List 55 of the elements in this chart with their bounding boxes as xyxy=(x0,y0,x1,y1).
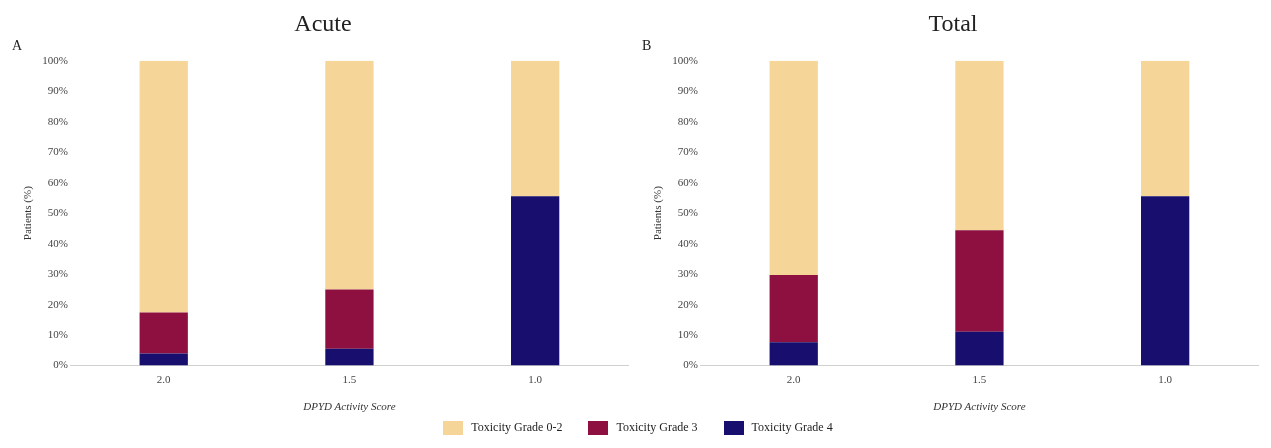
x-tick-label: 1.5 xyxy=(972,373,987,386)
y-tick-label: 90% xyxy=(47,84,68,97)
y-tick-label: 60% xyxy=(677,175,698,188)
legend-label: Toxicity Grade 4 xyxy=(751,420,833,435)
bar xyxy=(139,60,188,313)
text: A xyxy=(12,38,23,54)
x-tick-label: 2.0 xyxy=(156,373,172,386)
y-tick-label: 80% xyxy=(47,114,68,127)
y-tick-label: 100% xyxy=(42,53,68,66)
y-tick-label: 40% xyxy=(47,236,68,249)
x-axis-title: DPYD Activity Score xyxy=(932,400,1026,413)
bar xyxy=(769,60,818,276)
y-tick-label: 50% xyxy=(677,206,698,219)
y-tick-label: 10% xyxy=(677,328,698,341)
x-tick-label: 1.5 xyxy=(342,373,357,386)
x-axis-title: DPYD Activity Score xyxy=(302,400,396,413)
bar xyxy=(1141,196,1190,366)
bar xyxy=(325,348,374,366)
chart-title: Acute xyxy=(294,9,352,36)
y-tick-label: 40% xyxy=(677,236,698,249)
y-tick-label: 90% xyxy=(677,84,698,97)
bar xyxy=(769,342,818,366)
bar xyxy=(511,60,560,197)
bar xyxy=(955,331,1004,366)
y-tick-label: 30% xyxy=(677,267,698,280)
y-tick-label: 30% xyxy=(47,267,68,280)
legend-label: Toxicity Grade 0-2 xyxy=(471,420,563,435)
y-tick-label: 10% xyxy=(47,328,68,341)
chart-title: Total xyxy=(928,9,978,36)
y-tick-label: 70% xyxy=(47,145,68,158)
text: B xyxy=(642,38,652,54)
x-tick-label: 2.0 xyxy=(786,373,802,386)
y-tick-label: 60% xyxy=(47,175,68,188)
bar xyxy=(955,60,1004,231)
y-axis-title: Patients (%) xyxy=(21,185,35,241)
bar xyxy=(325,289,374,349)
y-tick-label: 50% xyxy=(47,206,68,219)
y-tick-label: 20% xyxy=(677,297,698,310)
x-tick-label: 1.0 xyxy=(1158,373,1173,386)
bar xyxy=(511,196,560,366)
y-tick-label: 70% xyxy=(677,145,698,158)
y-tick-label: 0% xyxy=(683,358,698,371)
y-tick-label: 20% xyxy=(47,297,68,310)
legend-label: Toxicity Grade 3 xyxy=(616,420,698,435)
bar xyxy=(325,60,374,290)
y-tick-label: 80% xyxy=(677,114,698,127)
y-axis-title: Patients (%) xyxy=(651,185,665,241)
x-tick-label: 1.0 xyxy=(528,373,543,386)
bar xyxy=(139,353,188,366)
bar xyxy=(1141,60,1190,197)
bar xyxy=(955,230,1004,332)
y-tick-label: 100% xyxy=(672,53,698,66)
bar xyxy=(139,312,188,354)
y-tick-label: 0% xyxy=(53,358,68,371)
bar xyxy=(769,275,818,343)
